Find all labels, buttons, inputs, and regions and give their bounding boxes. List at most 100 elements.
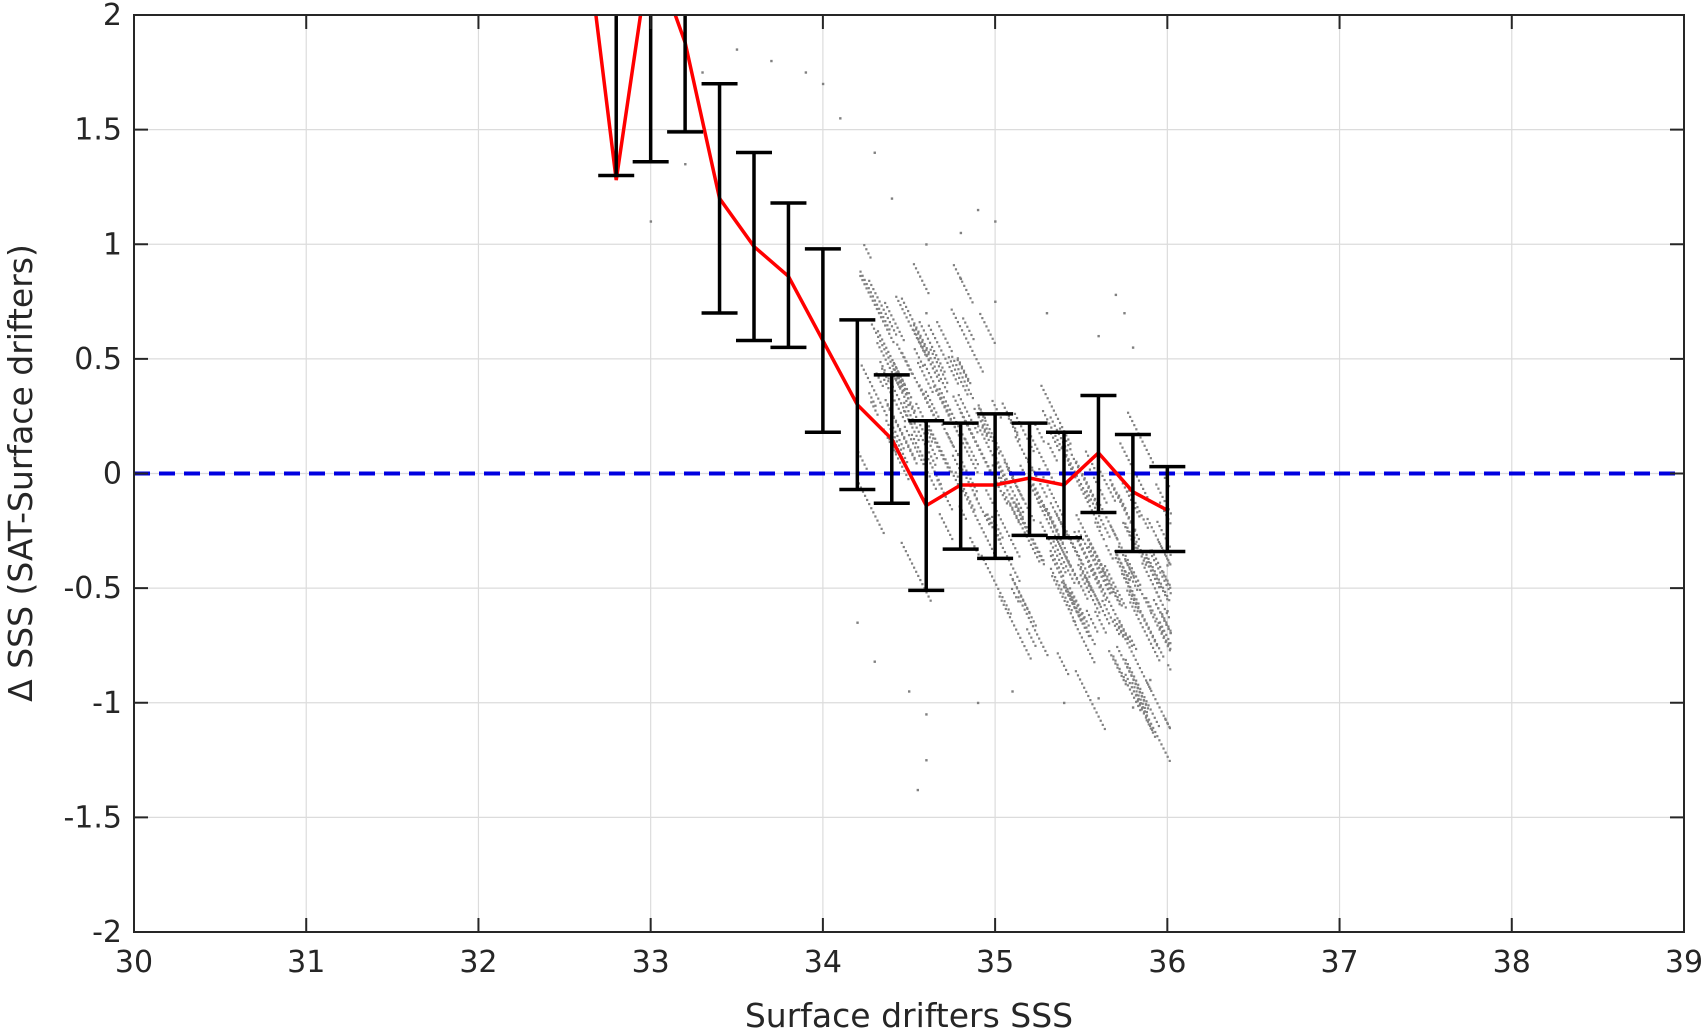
scatter-point (1143, 710, 1147, 713)
scatter-point (1165, 621, 1168, 624)
scatter-point (1049, 518, 1052, 521)
scatter-point (1091, 494, 1094, 498)
scatter-point (919, 345, 923, 348)
scatter-point (1085, 534, 1089, 537)
scatter-point (920, 325, 923, 328)
scatter-point (1075, 460, 1078, 463)
scatter-point (1018, 438, 1021, 441)
scatter-point (1126, 411, 1130, 414)
scatter-point (1096, 555, 1099, 558)
scatter-point (882, 315, 885, 319)
scatter-point (1102, 594, 1105, 597)
scatter-point (1103, 614, 1107, 617)
scatter-point (1153, 573, 1156, 576)
scatter-point (1059, 570, 1063, 573)
scatter-point (1169, 553, 1172, 556)
scatter-point (1015, 516, 1018, 520)
scatter-point (1114, 662, 1117, 665)
scatter-point (1166, 579, 1169, 582)
scatter-point (1100, 575, 1103, 578)
scatter-point (1038, 560, 1041, 563)
scatter-point (933, 407, 936, 410)
scatter-point (945, 431, 948, 435)
scatter-point (1014, 505, 1017, 508)
scatter-point (924, 397, 927, 400)
scatter-point (999, 480, 1003, 484)
scatter-point (1129, 601, 1132, 604)
scatter-point (913, 430, 916, 433)
scatter-point (902, 447, 905, 450)
scatter-point (1150, 526, 1153, 529)
scatter-point (1124, 633, 1127, 636)
scatter-point (1065, 439, 1068, 443)
scatter-point (927, 429, 931, 432)
scatter-point (1136, 505, 1139, 509)
scatter-point (1145, 622, 1148, 625)
scatter-point (900, 443, 903, 446)
scatter-point (1152, 530, 1155, 533)
scatter-point (947, 529, 950, 532)
scatter-point (997, 485, 1000, 488)
scatter-point (894, 419, 898, 422)
scatter-point (1035, 474, 1038, 477)
scatter-point (927, 425, 931, 428)
scatter-point (1112, 590, 1115, 593)
scatter-point (1072, 600, 1075, 603)
scatter-point (1108, 582, 1111, 585)
scatter-point (981, 426, 984, 429)
scatter-point (1055, 459, 1058, 462)
scatter-point (1141, 440, 1144, 443)
scatter-point (1005, 410, 1008, 413)
scatter-point (900, 402, 903, 405)
scatter-point (919, 360, 923, 363)
scatter-point (921, 340, 924, 343)
scatter-point (894, 453, 898, 456)
scatter-point (1057, 516, 1060, 520)
scatter-point (1153, 577, 1157, 581)
scatter-point (1093, 497, 1097, 501)
scatter-point (907, 320, 910, 323)
scatter-point (1097, 697, 1100, 700)
scatter-point (1086, 500, 1089, 504)
scatter-point (1074, 623, 1077, 627)
scatter-point (1128, 489, 1131, 492)
scatter-point (977, 362, 980, 365)
scatter-point (1097, 715, 1100, 718)
scatter-point (979, 429, 982, 432)
scatter-point (1011, 506, 1014, 509)
scatter-point (919, 334, 922, 337)
error-bar (632, 15, 669, 164)
scatter-point (1103, 727, 1106, 731)
scatter-point (1074, 476, 1077, 479)
scatter-point (1060, 660, 1064, 663)
scatter-point (927, 595, 930, 598)
scatter-point (1118, 625, 1121, 628)
scatter-point (1124, 606, 1127, 609)
scatter-point (1157, 578, 1160, 581)
scatter-point (1141, 702, 1144, 705)
x-tick-label: 33 (632, 945, 670, 980)
scatter-point (944, 404, 947, 408)
scatter-point (944, 337, 947, 340)
scatter-point (933, 371, 937, 374)
scatter-point (1042, 460, 1045, 463)
scatter-point (937, 393, 940, 397)
scatter-point (945, 390, 949, 393)
scatter-point (988, 517, 991, 520)
scatter-point (1001, 522, 1004, 525)
scatter-point (1127, 517, 1130, 520)
scatter-point (890, 325, 894, 328)
scatter-point (863, 283, 866, 286)
scatter-point (972, 454, 975, 457)
scatter-point (1110, 654, 1113, 657)
scatter-point (936, 479, 939, 482)
scatter-point (951, 355, 954, 358)
scatter-point (919, 434, 922, 437)
scatter-point (901, 352, 904, 355)
scatter-point (1110, 583, 1113, 586)
scatter-point (1163, 607, 1166, 611)
scatter-point (916, 450, 919, 453)
scatter-point (1005, 502, 1009, 505)
scatter-point (1160, 710, 1163, 713)
scatter-point (947, 414, 950, 417)
